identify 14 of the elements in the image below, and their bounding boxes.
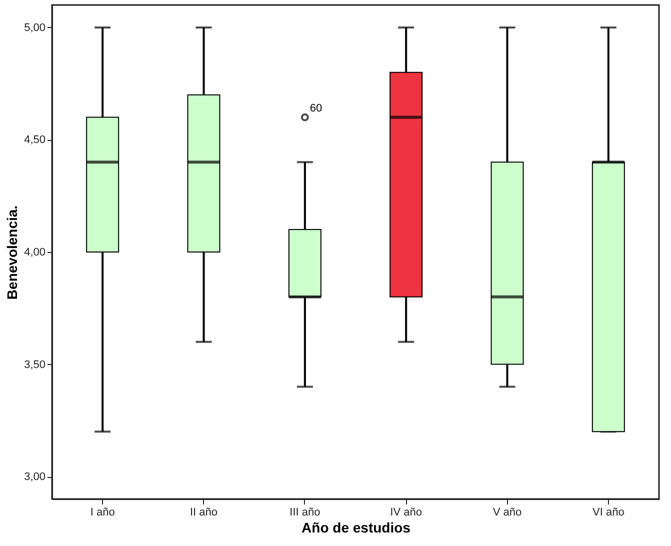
y-tick-label: 4,00 (24, 246, 46, 258)
annotation: 60 (310, 102, 322, 114)
x-tick-label: IV año (390, 506, 422, 518)
x-axis-title: Año de estudios (302, 520, 411, 536)
y-tick-label: 3,00 (24, 471, 46, 484)
y-tick-label: 3,50 (24, 358, 46, 371)
y-tick-label: 4,50 (24, 134, 46, 146)
x-tick-label: III año (290, 506, 320, 518)
y-tick-label: 5,00 (24, 22, 46, 34)
x-tick-label: II año (190, 506, 218, 518)
x-tick-label: I año (90, 506, 115, 518)
y-axis-title: Benevolencia. (4, 205, 20, 300)
x-tick-label: V año (492, 506, 522, 518)
x-tick-label: VI año (592, 506, 624, 518)
